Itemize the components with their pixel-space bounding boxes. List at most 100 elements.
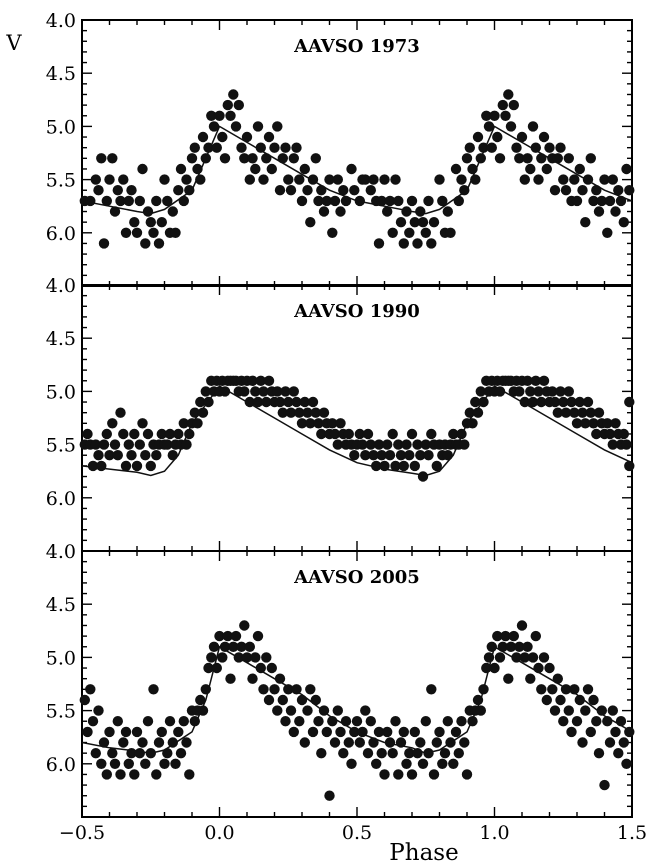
data-point [118,737,129,748]
data-point [541,163,552,175]
data-point [148,227,159,238]
data-point [420,439,431,450]
data-point [428,217,440,228]
data-point [107,418,118,429]
data-point [181,174,192,185]
data-point [283,684,294,695]
data-point [129,428,140,440]
data-point [272,705,283,716]
data-point [112,716,124,727]
data-point [115,195,126,207]
data-point [112,450,124,461]
data-point [519,396,530,408]
data-point [263,694,275,706]
data-point [98,737,110,748]
data-point [445,227,456,238]
data-point [456,428,467,440]
data-point [442,716,453,727]
data-point [492,131,503,143]
data-point [346,163,357,175]
data-point [219,386,231,397]
data-point [313,716,324,727]
data-point [354,195,365,207]
data-point [79,694,91,706]
data-point [302,407,313,418]
data-point [250,652,261,663]
data-point [181,737,192,748]
data-point [437,758,448,769]
data-point [162,195,173,207]
data-point [239,153,250,164]
y-tick-label: 6.0 [46,488,76,510]
data-point [442,450,453,461]
data-point [621,163,632,175]
panel-3: 4.0 4.5 5.0 5.5 6.0 AAVSO 2005 [46,541,635,818]
data-point [137,418,148,429]
data-point [159,758,170,769]
data-point [142,428,154,440]
data-point [151,769,162,780]
data-point [258,386,269,397]
data-point [486,142,497,153]
data-point [538,652,550,663]
data-point [134,439,145,450]
data-point [439,748,451,759]
data-point [481,662,492,674]
data-point [208,641,220,652]
data-point [184,428,195,440]
data-point [357,439,368,450]
data-point [387,748,398,759]
data-point [321,195,332,207]
data-point [120,726,132,738]
data-point [420,227,431,238]
data-point [415,737,426,748]
data-point [467,163,478,175]
data-point [200,153,211,164]
y-tick-label: 4.0 [46,275,76,297]
data-point [219,153,231,164]
data-point [313,418,324,429]
data-point [492,630,503,642]
data-point [571,195,583,207]
data-point [621,439,632,450]
data-point [233,99,244,111]
data-point [624,185,635,196]
data-point [533,174,544,185]
data-point [459,439,470,450]
data-point [277,694,288,706]
data-point [604,737,616,748]
data-point [365,439,376,450]
data-point [560,684,572,695]
data-point [200,684,211,695]
data-point [387,227,398,238]
data-point [197,131,209,143]
data-point [426,428,437,440]
data-point [593,206,605,217]
data-point [415,206,426,217]
data-point [115,407,126,418]
data-point [423,748,434,759]
y-tick-label: 5.5 [46,435,76,457]
data-point [252,121,264,132]
data-point [395,737,407,748]
data-point [156,217,167,228]
data-point [607,174,618,185]
data-point [448,428,459,440]
data-point [340,716,352,727]
data-point [618,737,629,748]
data-point [613,748,624,759]
data-point [244,641,255,652]
data-point [450,163,462,175]
data-point [362,428,374,440]
data-point [310,407,321,418]
data-point [184,769,195,780]
data-point [244,174,255,185]
data-point [360,450,371,461]
y-tick-label: 4.0 [46,541,76,563]
x-tick-label: 0.0 [204,822,234,844]
data-point [96,758,107,769]
data-point [280,142,291,153]
data-point [516,620,528,631]
data-point [585,726,596,738]
y-tick-label: 4.5 [46,63,76,85]
